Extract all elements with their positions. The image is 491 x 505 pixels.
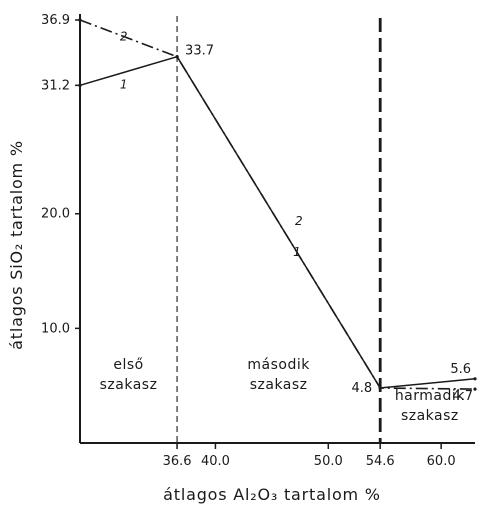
x-tick-label-4: 54.6 — [366, 454, 395, 469]
x-tick-label-2: 40.0 — [201, 454, 230, 469]
y-axis-title: átlagos SiO₂ tartalom % — [7, 140, 26, 350]
x-tick-label-3: 50.0 — [314, 454, 343, 469]
region-label-1-line-1: első — [113, 357, 143, 373]
series-line-2 — [79, 19, 476, 390]
region-label-3-line-1: harmadik — [395, 388, 465, 404]
region-label-3-line-2: szakasz — [401, 408, 459, 424]
y-tick-label-4: 10.0 — [41, 321, 70, 336]
x-axis-title: átlagos Al₂O₃ tartalom % — [163, 485, 381, 504]
point-label-4: 4.7 — [452, 389, 473, 404]
series-1-label-b: 1 — [293, 245, 301, 259]
series-2-point-3 — [378, 386, 382, 390]
y-tick-label-1: 36.9 — [41, 13, 70, 28]
series-2-point-4 — [473, 387, 477, 391]
series-line-1 — [79, 55, 476, 389]
region-label-2-line-1: második — [247, 357, 310, 373]
series-2-point-1 — [78, 18, 82, 22]
x-tick-label-5: 60.0 — [427, 454, 456, 469]
point-label-1: 33.7 — [185, 44, 214, 59]
x-tick-label-1: 36.6 — [163, 454, 192, 469]
y-tick-label-3: 20.0 — [41, 207, 70, 222]
series-1-point-1 — [78, 83, 82, 87]
series-1-label-a: 1 — [120, 77, 128, 91]
series-1-point-4 — [473, 377, 477, 381]
y-tick-label-2: 31.2 — [41, 78, 70, 93]
series-2-label-b: 2 — [295, 214, 303, 228]
chart-labels: 36.6 40.0 50.0 54.6 60.0 36.9 31.2 20.0 10.0 1 1 2 2… — [41, 13, 473, 469]
series-2-point-2 — [175, 55, 179, 59]
stage-boundaries — [176, 16, 382, 443]
region-label-2-line-2: szakasz — [250, 377, 308, 393]
series-lines — [78, 18, 477, 391]
point-label-2: 4.8 — [352, 381, 373, 396]
region-label-1-line-2: szakasz — [100, 377, 158, 393]
series-2-label-a: 2 — [120, 30, 128, 44]
point-label-3: 5.6 — [450, 362, 471, 377]
